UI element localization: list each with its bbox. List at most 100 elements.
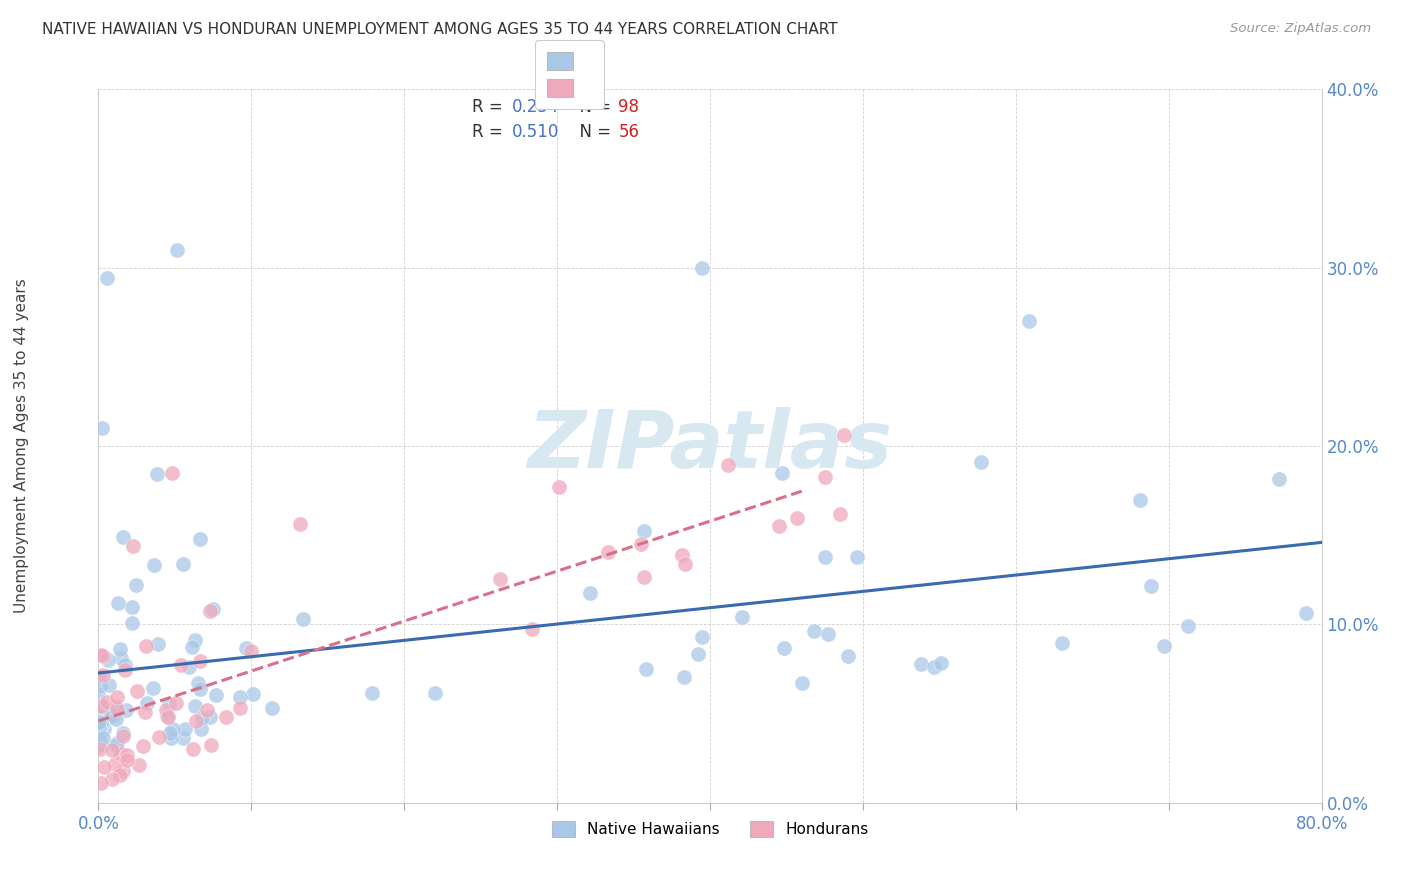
Text: N =: N = xyxy=(569,98,617,116)
Point xyxy=(731,609,754,624)
Point xyxy=(89,739,111,753)
Text: 98: 98 xyxy=(619,98,640,116)
Point xyxy=(142,681,165,695)
Point xyxy=(770,466,793,480)
Point xyxy=(200,738,222,752)
Point xyxy=(817,627,839,641)
Point xyxy=(96,271,118,285)
Point xyxy=(87,719,110,733)
Point xyxy=(228,690,250,704)
Point xyxy=(803,624,825,638)
Point xyxy=(834,428,856,442)
Point xyxy=(110,650,132,665)
Text: R =: R = xyxy=(471,123,508,141)
Point xyxy=(520,622,543,636)
Point xyxy=(1177,619,1199,633)
Point xyxy=(1295,606,1317,620)
Text: R =: R = xyxy=(471,98,508,116)
Point xyxy=(111,764,134,779)
Point xyxy=(177,660,200,674)
Point xyxy=(128,757,150,772)
Legend: Native Hawaiians, Hondurans: Native Hawaiians, Hondurans xyxy=(544,814,876,845)
Point xyxy=(1140,578,1163,592)
Point xyxy=(90,648,112,663)
Point xyxy=(195,703,218,717)
Point xyxy=(117,748,139,763)
Point xyxy=(90,718,112,732)
Point xyxy=(814,549,837,564)
Point xyxy=(922,660,945,674)
Point xyxy=(108,642,131,657)
Point xyxy=(87,687,110,701)
Point xyxy=(105,738,128,752)
Point xyxy=(125,578,148,592)
Point xyxy=(290,516,312,531)
Point xyxy=(104,757,127,772)
Point xyxy=(228,701,250,715)
Point xyxy=(488,572,510,586)
Point xyxy=(172,731,194,745)
Point xyxy=(145,467,167,482)
Point xyxy=(112,729,135,743)
Point xyxy=(690,260,713,275)
Point xyxy=(910,657,932,671)
Point xyxy=(91,421,114,435)
Point xyxy=(155,702,177,716)
Point xyxy=(87,721,110,735)
Point xyxy=(90,699,112,714)
Point xyxy=(547,480,569,494)
Point xyxy=(135,696,157,710)
Point xyxy=(181,742,204,756)
Point xyxy=(148,730,170,744)
Point xyxy=(89,737,111,751)
Point xyxy=(262,701,284,715)
Point xyxy=(107,736,129,750)
Text: N =: N = xyxy=(569,123,617,141)
Point xyxy=(135,639,157,653)
Point xyxy=(121,615,143,630)
Point xyxy=(686,648,709,662)
Point xyxy=(162,722,184,736)
Text: Source: ZipAtlas.com: Source: ZipAtlas.com xyxy=(1230,22,1371,36)
Point xyxy=(87,669,110,683)
Point xyxy=(814,469,837,483)
Text: 0.510: 0.510 xyxy=(512,123,560,141)
Point xyxy=(633,570,655,584)
Point xyxy=(160,466,183,480)
Point xyxy=(671,548,693,562)
Point xyxy=(98,678,121,692)
Point xyxy=(205,688,228,702)
Point xyxy=(93,722,115,736)
Point xyxy=(183,633,205,648)
Point xyxy=(183,698,205,713)
Point xyxy=(188,533,211,547)
Point xyxy=(191,711,214,725)
Point xyxy=(115,753,138,767)
Point xyxy=(105,712,128,726)
Point xyxy=(93,760,115,774)
Point xyxy=(91,731,114,745)
Point xyxy=(201,602,224,616)
Point xyxy=(190,722,212,736)
Point xyxy=(929,656,952,670)
Point xyxy=(239,644,262,658)
Point xyxy=(235,641,257,656)
Point xyxy=(90,715,112,730)
Point xyxy=(90,700,112,714)
Point xyxy=(87,731,110,746)
Point xyxy=(89,742,111,756)
Point xyxy=(170,657,193,672)
Point xyxy=(107,596,129,610)
Point xyxy=(690,630,713,644)
Point xyxy=(96,695,118,709)
Point xyxy=(673,670,696,684)
Point xyxy=(165,696,187,710)
Point xyxy=(100,743,122,757)
Point xyxy=(1018,314,1040,328)
Point xyxy=(188,654,211,668)
Point xyxy=(1153,639,1175,653)
Point xyxy=(828,507,851,521)
Point xyxy=(198,604,221,618)
Point xyxy=(636,662,658,676)
Text: ZIPatlas: ZIPatlas xyxy=(527,407,893,485)
